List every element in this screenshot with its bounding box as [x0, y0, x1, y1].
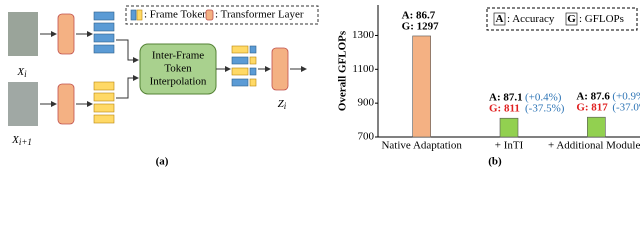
chart: (b) Overall GFLOPs 700 900 1100 1300 Native … [337, 5, 640, 168]
accuracy-label: A: 86.7 [402, 10, 436, 22]
module-label: Interpolation [150, 76, 207, 88]
accuracy-label: A: 87.6 [576, 91, 610, 103]
legend-text: : Accuracy [507, 13, 555, 25]
frame-tokens [93, 11, 115, 124]
legend-text: : GFLOPs [579, 13, 624, 25]
legend-key-box [493, 12, 506, 26]
accuracy-label: A: 87.1 [489, 92, 523, 104]
figure: Xi Xi+1 Inter-Frame Token Interpolation … [8, 5, 640, 168]
value-label: G: 817 [576, 102, 608, 114]
input-label: Xi [16, 66, 27, 80]
output-label: Zi [278, 98, 287, 112]
x-tick-label: + Additional Modules [548, 140, 640, 152]
legend-text: : Frame Token [144, 9, 208, 21]
input-label: Xi+1 [11, 134, 32, 148]
input-frame [8, 12, 38, 56]
arrow [116, 39, 139, 63]
legend-box [125, 5, 319, 25]
module-label: Token [164, 63, 192, 75]
accuracy-change: (+0.4%) [525, 92, 562, 104]
y-tick-label: 1100 [352, 63, 374, 75]
input-frame [8, 82, 38, 126]
x-tick-label: Native Adaptation [381, 140, 462, 152]
legend-key: G [567, 13, 576, 25]
legend-key: A [496, 13, 504, 25]
panel-label: (b) [488, 156, 502, 168]
transformer-layer [271, 47, 289, 91]
module-label: Inter-Frame [152, 50, 204, 62]
legend-key-box [565, 12, 578, 26]
y-axis-label: Overall GFLOPs [337, 30, 349, 111]
x-tick-label: + InTI [495, 140, 524, 152]
output-tokens [231, 45, 257, 87]
y-tick-label: 700 [358, 131, 375, 143]
gflops-change: (-37.0%) [612, 102, 640, 114]
value-label: G: 811 [489, 103, 520, 115]
value-label: G: 1297 [402, 21, 439, 33]
transformer-layer [57, 13, 75, 55]
legend-text: : Transformer Layer [215, 9, 304, 21]
legend-box [486, 7, 638, 31]
gflops-change: (-37.5%) [525, 103, 565, 115]
diagram: Xi Xi+1 Inter-Frame Token Interpolation … [8, 5, 319, 168]
bar [587, 116, 606, 138]
accuracy-change: (+0.9%) [612, 91, 640, 103]
y-tick-label: 900 [358, 97, 375, 109]
transformer-layer [57, 83, 75, 125]
bar [499, 117, 519, 138]
y-tick-label: 1300 [352, 29, 375, 41]
panel-label: (a) [156, 156, 169, 168]
bar [412, 35, 431, 138]
arrow [116, 75, 139, 99]
